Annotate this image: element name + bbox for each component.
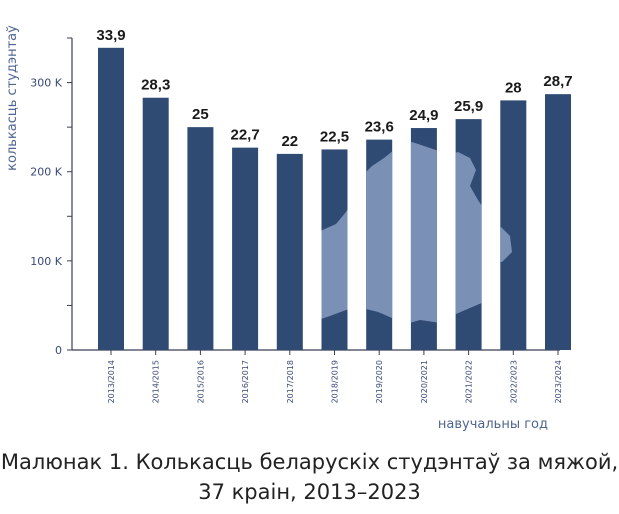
x-tick-label: 2018/2019 <box>331 360 340 403</box>
y-tick-label: 100 K <box>30 255 62 268</box>
y-tick-label: 0 <box>55 344 62 357</box>
x-tick-label: 2016/2017 <box>241 360 250 403</box>
x-tick-label: 2019/2020 <box>375 360 384 403</box>
bar <box>545 94 571 350</box>
bar <box>98 47 124 350</box>
x-tick-label: 2023/2024 <box>554 360 563 403</box>
data-labels: 33,9 28,3 25 22,7 22 22,5 23,6 24,9 25,9 28 28,7 <box>96 27 572 150</box>
x-tick-label: 2013/2014 <box>107 360 116 403</box>
data-label: 23,6 <box>365 119 394 136</box>
bar <box>276 153 303 350</box>
x-tick-label: 2020/2021 <box>420 360 429 403</box>
y-tick-label: 300 K <box>30 77 62 90</box>
x-axis-label: навучальны год <box>438 417 548 432</box>
data-label: 24,9 <box>409 107 438 124</box>
figure-caption: Малюнак 1. Колькасць беларускіх студэнта… <box>0 447 619 507</box>
tick-labels: 0 100 K 200 K 300 K 2013/2014 2014/2015 2015/2… <box>30 77 563 404</box>
data-label: 25,9 <box>454 98 483 115</box>
data-label: 28,7 <box>543 73 572 90</box>
data-label: 25 <box>192 106 209 123</box>
x-tick-label: 2014/2015 <box>152 360 161 403</box>
bar <box>500 100 527 351</box>
caption-line-2: 37 краін, 2013–2023 <box>198 480 421 504</box>
y-axis-label: колькасць студэнтаў <box>5 25 20 171</box>
x-tick-label: 2022/2023 <box>509 360 518 403</box>
x-tick-label: 2021/2022 <box>465 360 474 403</box>
data-label: 33,9 <box>96 27 125 44</box>
data-label: 22,7 <box>230 127 259 144</box>
bar <box>187 127 214 351</box>
x-tick-label: 2015/2016 <box>196 360 205 403</box>
data-label: 28 <box>505 79 522 96</box>
data-label: 22,5 <box>320 128 349 145</box>
x-tick-label: 2017/2018 <box>286 360 295 403</box>
data-label: 22 <box>281 133 298 150</box>
bar <box>232 147 259 350</box>
data-label: 28,3 <box>141 77 170 94</box>
belarus-map-silhouette <box>318 142 512 324</box>
map-shape <box>318 142 512 324</box>
bar <box>142 97 169 351</box>
y-tick-label: 200 K <box>30 166 62 179</box>
caption-line-1: Малюнак 1. Колькасць беларускіх студэнта… <box>0 450 619 474</box>
